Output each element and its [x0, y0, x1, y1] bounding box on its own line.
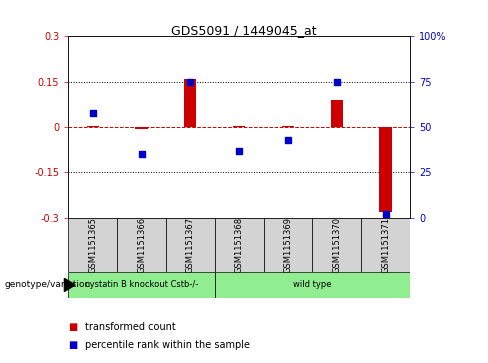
Bar — [330, 100, 343, 127]
Bar — [282, 126, 294, 127]
Bar — [312, 218, 361, 272]
Text: GSM1151368: GSM1151368 — [235, 217, 244, 273]
Bar — [68, 272, 215, 298]
Text: genotype/variation: genotype/variation — [5, 281, 91, 289]
Text: percentile rank within the sample: percentile rank within the sample — [85, 340, 250, 350]
Point — [284, 137, 292, 143]
Bar — [184, 79, 196, 127]
Text: GSM1151369: GSM1151369 — [284, 217, 292, 273]
Bar — [361, 218, 410, 272]
Text: GSM1151370: GSM1151370 — [332, 217, 341, 273]
Text: ■: ■ — [68, 322, 78, 332]
Point — [382, 211, 389, 217]
Text: cystatin B knockout Cstb-/-: cystatin B knockout Cstb-/- — [85, 281, 198, 289]
Bar — [68, 218, 117, 272]
Text: GSM1151367: GSM1151367 — [186, 217, 195, 273]
Point — [235, 148, 243, 154]
Text: GDS5091 / 1449045_at: GDS5091 / 1449045_at — [171, 24, 317, 37]
Point — [89, 110, 97, 115]
Bar — [135, 127, 147, 129]
Bar — [264, 218, 312, 272]
Bar — [117, 218, 166, 272]
Text: transformed count: transformed count — [85, 322, 176, 332]
Text: GSM1151366: GSM1151366 — [137, 217, 146, 273]
Bar — [215, 218, 264, 272]
Bar — [87, 126, 99, 127]
Text: GSM1151365: GSM1151365 — [88, 217, 97, 273]
Text: ■: ■ — [68, 340, 78, 350]
Point — [138, 151, 145, 157]
Point — [333, 79, 341, 85]
Bar — [166, 218, 215, 272]
Bar — [380, 127, 391, 212]
Text: GSM1151371: GSM1151371 — [381, 217, 390, 273]
Text: wild type: wild type — [293, 281, 331, 289]
Bar — [233, 126, 245, 127]
Point — [186, 79, 194, 85]
Bar — [215, 272, 410, 298]
